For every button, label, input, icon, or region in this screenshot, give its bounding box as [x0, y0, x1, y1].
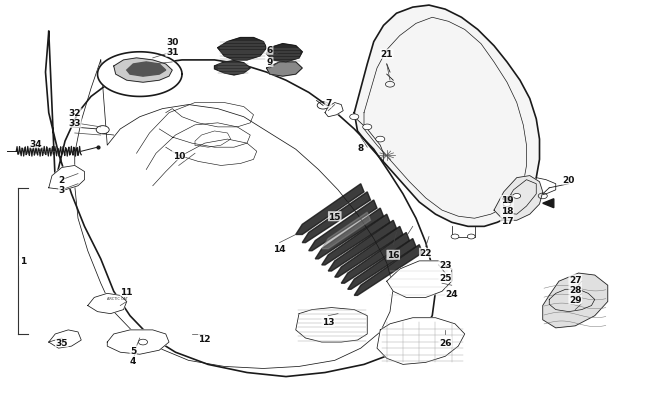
Text: 35: 35: [55, 338, 68, 347]
Circle shape: [503, 202, 511, 207]
Text: 18: 18: [500, 206, 514, 215]
Polygon shape: [98, 53, 182, 97]
Circle shape: [451, 234, 459, 239]
Polygon shape: [127, 63, 166, 77]
Polygon shape: [543, 273, 608, 328]
Text: 13: 13: [322, 318, 335, 326]
Text: 1: 1: [20, 257, 26, 266]
Circle shape: [376, 137, 385, 143]
Polygon shape: [341, 233, 410, 284]
Polygon shape: [49, 330, 81, 348]
Text: 29: 29: [569, 295, 582, 304]
Polygon shape: [325, 103, 343, 117]
Polygon shape: [49, 166, 84, 190]
Text: 34: 34: [29, 139, 42, 148]
Polygon shape: [502, 196, 512, 203]
Polygon shape: [107, 330, 169, 354]
Text: 25: 25: [439, 273, 452, 282]
Polygon shape: [328, 221, 396, 271]
Polygon shape: [377, 318, 465, 364]
Text: 33: 33: [68, 119, 81, 128]
Text: 9: 9: [266, 58, 273, 67]
Text: 11: 11: [120, 287, 133, 296]
Polygon shape: [348, 239, 416, 290]
Text: 26: 26: [439, 338, 452, 347]
Text: 4: 4: [130, 356, 136, 365]
Polygon shape: [296, 308, 367, 342]
Polygon shape: [354, 6, 540, 227]
Text: 23: 23: [439, 261, 452, 270]
Text: 32: 32: [68, 109, 81, 118]
Text: 31: 31: [166, 48, 179, 57]
Polygon shape: [114, 59, 172, 83]
Text: 27: 27: [569, 275, 582, 284]
Text: 17: 17: [500, 216, 514, 225]
Text: 5: 5: [130, 346, 136, 355]
Text: 15: 15: [328, 212, 341, 221]
Text: 6: 6: [266, 46, 273, 55]
Polygon shape: [543, 199, 554, 208]
Text: ARCTIC CAT: ARCTIC CAT: [107, 297, 128, 301]
Polygon shape: [494, 176, 543, 221]
Circle shape: [363, 125, 372, 130]
Text: 28: 28: [569, 285, 582, 294]
Text: 24: 24: [445, 289, 458, 298]
Text: 8: 8: [358, 143, 364, 152]
Polygon shape: [302, 192, 370, 243]
Polygon shape: [335, 227, 403, 277]
Text: 16: 16: [387, 251, 400, 260]
Polygon shape: [266, 45, 302, 63]
Polygon shape: [315, 209, 384, 259]
Text: 10: 10: [172, 151, 185, 160]
Circle shape: [350, 115, 359, 120]
Circle shape: [96, 126, 109, 134]
Text: 3: 3: [58, 186, 65, 195]
Text: 19: 19: [500, 196, 514, 205]
Polygon shape: [214, 62, 250, 76]
Polygon shape: [387, 261, 452, 298]
Polygon shape: [266, 63, 302, 77]
Polygon shape: [46, 32, 436, 377]
Text: 21: 21: [380, 50, 393, 59]
Text: 30: 30: [166, 38, 179, 47]
Text: 12: 12: [198, 334, 211, 343]
Polygon shape: [88, 294, 127, 314]
Polygon shape: [322, 213, 370, 249]
Polygon shape: [322, 215, 390, 265]
Text: 14: 14: [273, 245, 286, 254]
Circle shape: [513, 194, 521, 199]
Polygon shape: [218, 38, 266, 61]
Text: 7: 7: [325, 99, 332, 108]
Circle shape: [467, 234, 475, 239]
Text: 20: 20: [562, 176, 575, 185]
Text: 22: 22: [419, 249, 432, 258]
Text: 2: 2: [58, 176, 65, 185]
Polygon shape: [296, 184, 364, 235]
Circle shape: [138, 339, 148, 345]
Polygon shape: [309, 200, 377, 251]
Polygon shape: [354, 245, 422, 296]
